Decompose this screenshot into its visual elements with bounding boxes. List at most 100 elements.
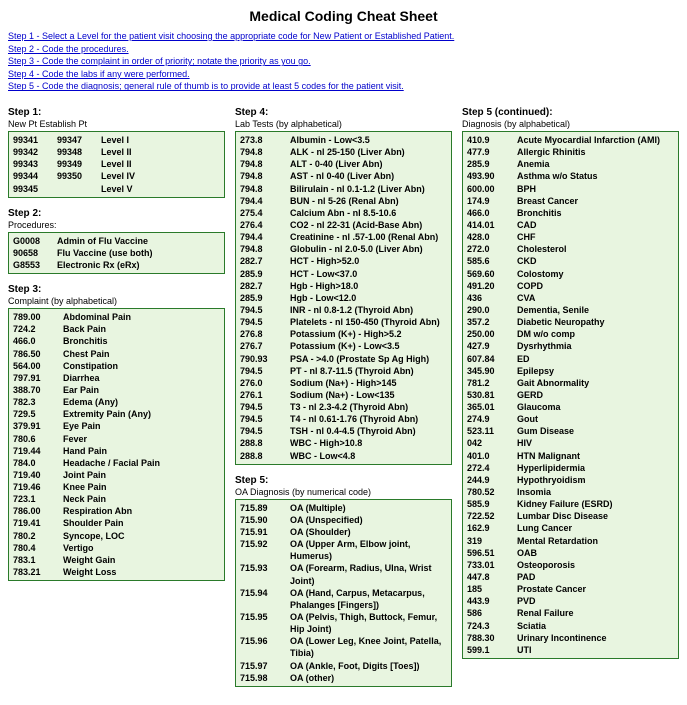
list-item: 99345Level V xyxy=(13,183,220,195)
step5b-sub: Diagnosis (by alphabetical) xyxy=(462,119,679,129)
step-link-3[interactable]: Step 3 - Code the complaint in order of … xyxy=(8,55,679,68)
step5a-box: 715.89OA (Multiple)715.90OA (Unspecified… xyxy=(235,499,452,687)
list-item: 715.93OA (Forearm, Radius, Ulna, Wrist J… xyxy=(240,562,447,586)
list-item: 719.40Joint Pain xyxy=(13,469,220,481)
step2-sub: Procedures: xyxy=(8,220,225,230)
list-item: 90658Flu Vaccine (use both) xyxy=(13,247,220,259)
steps-links: Step 1 - Select a Level for the patient … xyxy=(8,30,679,93)
step-link-2[interactable]: Step 2 - Code the procedures. xyxy=(8,43,679,56)
step5b-box: 410.9Acute Myocardial Infarction (AMI)47… xyxy=(462,131,679,659)
list-item: 794.5PT - nl 8.7-11.5 (Thyroid Abn) xyxy=(240,365,447,377)
list-item: 600.00BPH xyxy=(467,183,674,195)
list-item: 466.0Bronchitis xyxy=(13,335,220,347)
list-item: 794.8Globulin - nl 2.0-5.0 (Liver Abn) xyxy=(240,243,447,255)
list-item: 794.8Bilirulain - nl 0.1-1.2 (Liver Abn) xyxy=(240,183,447,195)
list-item: 250.00DM w/o comp xyxy=(467,328,674,340)
list-item: 401.0HTN Malignant xyxy=(467,450,674,462)
list-item: 9934199347Level I xyxy=(13,134,220,146)
list-item: 729.5Extremity Pain (Any) xyxy=(13,408,220,420)
list-item: 276.4CO2 - nl 22-31 (Acid-Base Abn) xyxy=(240,219,447,231)
list-item: 783.1Weight Gain xyxy=(13,554,220,566)
column-1: Step 1: New Pt Establish Pt 9934199347Le… xyxy=(8,103,225,697)
list-item: 427.9Dysrhythmia xyxy=(467,340,674,352)
step-link-4[interactable]: Step 4 - Code the labs if any were perfo… xyxy=(8,68,679,81)
list-item: 274.9Gout xyxy=(467,413,674,425)
list-item: 715.90OA (Unspecified) xyxy=(240,514,447,526)
list-item: 244.9Hypothryoidism xyxy=(467,474,674,486)
list-item: 185Prostate Cancer xyxy=(467,583,674,595)
step5a-head: Step 5: xyxy=(235,475,452,486)
list-item: 9934399349Level II xyxy=(13,158,220,170)
list-item: 794.8ALT - 0-40 (Liver Abn) xyxy=(240,158,447,170)
list-item: 585.6CKD xyxy=(467,255,674,267)
list-item: 715.95OA (Pelvis, Thigh, Buttock, Femur,… xyxy=(240,611,447,635)
list-item: 477.9Allergic Rhinitis xyxy=(467,146,674,158)
list-item: 715.96OA (Lower Leg, Knee Joint, Patella… xyxy=(240,635,447,659)
step3-box: 789.00Abdominal Pain724.2Back Pain466.0B… xyxy=(8,308,225,581)
list-item: 733.01Osteoporosis xyxy=(467,559,674,571)
step1-head: Step 1: xyxy=(8,107,225,118)
list-item: 282.7Hgb - High>18.0 xyxy=(240,280,447,292)
list-item: 780.6Fever xyxy=(13,433,220,445)
list-item: 365.01Glaucoma xyxy=(467,401,674,413)
list-item: 788.30Urinary Incontinence xyxy=(467,632,674,644)
list-item: 715.98OA (other) xyxy=(240,672,447,684)
list-item: 786.00Respiration Abn xyxy=(13,505,220,517)
list-item: 794.8ALK - nl 25-150 (Liver Abn) xyxy=(240,146,447,158)
list-item: 272.0Cholesterol xyxy=(467,243,674,255)
step-link-5[interactable]: Step 5 - Code the diagnosis; general rul… xyxy=(8,80,679,93)
list-item: 410.9Acute Myocardial Infarction (AMI) xyxy=(467,134,674,146)
list-item: 443.9PVD xyxy=(467,595,674,607)
list-item: 782.3Edema (Any) xyxy=(13,396,220,408)
step1-sub: New Pt Establish Pt xyxy=(8,119,225,129)
list-item: 585.9Kidney Failure (ESRD) xyxy=(467,498,674,510)
list-item: 9934499350Level IV xyxy=(13,170,220,182)
list-item: 569.60Colostomy xyxy=(467,268,674,280)
list-item: 715.94OA (Hand, Carpus, Metacarpus, Phal… xyxy=(240,587,447,611)
list-item: 780.2Syncope, LOC xyxy=(13,530,220,542)
list-item: 784.0Headache / Facial Pain xyxy=(13,457,220,469)
list-item: 789.00Abdominal Pain xyxy=(13,311,220,323)
step-link-1[interactable]: Step 1 - Select a Level for the patient … xyxy=(8,30,679,43)
list-item: 719.46Knee Pain xyxy=(13,481,220,493)
list-item: 715.92OA (Upper Arm, Elbow joint, Humeru… xyxy=(240,538,447,562)
list-item: G8553Electronic Rx (eRx) xyxy=(13,259,220,271)
list-item: 564.00Constipation xyxy=(13,360,220,372)
list-item: 780.52Insomia xyxy=(467,486,674,498)
list-item: 9934299348Level II xyxy=(13,146,220,158)
list-item: 724.2Back Pain xyxy=(13,323,220,335)
list-item: 290.0Dementia, Senile xyxy=(467,304,674,316)
list-item: 523.11Gum Disease xyxy=(467,425,674,437)
step5b-head: Step 5 (continued): xyxy=(462,107,679,118)
list-item: 723.1Neck Pain xyxy=(13,493,220,505)
list-item: 388.70Ear Pain xyxy=(13,384,220,396)
list-item: 285.9Anemia xyxy=(467,158,674,170)
column-2: Step 4: Lab Tests (by alphabetical) 273.… xyxy=(235,103,452,697)
list-item: 790.93PSA - >4.0 (Prostate Sp Ag High) xyxy=(240,353,447,365)
list-item: 466.0Bronchitis xyxy=(467,207,674,219)
list-item: 715.97OA (Ankle, Foot, Digits [Toes]) xyxy=(240,660,447,672)
list-item: 162.9Lung Cancer xyxy=(467,522,674,534)
step4-sub: Lab Tests (by alphabetical) xyxy=(235,119,452,129)
column-3: Step 5 (continued): Diagnosis (by alphab… xyxy=(462,103,679,697)
list-item: 272.4Hyperlipidermia xyxy=(467,462,674,474)
list-item: 794.5T4 - nl 0.61-1.76 (Thyroid Abn) xyxy=(240,413,447,425)
step4-head: Step 4: xyxy=(235,107,452,118)
list-item: 282.7HCT - High>52.0 xyxy=(240,255,447,267)
step3-sub: Complaint (by alphabetical) xyxy=(8,296,225,306)
list-item: 276.7Potassium (K+) - Low<3.5 xyxy=(240,340,447,352)
page-title: Medical Coding Cheat Sheet xyxy=(8,8,679,24)
list-item: 715.91OA (Shoulder) xyxy=(240,526,447,538)
list-item: 724.3Sciatia xyxy=(467,620,674,632)
list-item: 794.5Platelets - nl 150-450 (Thyroid Abn… xyxy=(240,316,447,328)
list-item: 596.51OAB xyxy=(467,547,674,559)
list-item: 783.21Weight Loss xyxy=(13,566,220,578)
list-item: 285.9Hgb - Low<12.0 xyxy=(240,292,447,304)
list-item: G0008Admin of Flu Vaccine xyxy=(13,235,220,247)
list-item: 491.20COPD xyxy=(467,280,674,292)
step2-head: Step 2: xyxy=(8,208,225,219)
list-item: 794.5T3 - nl 2.3-4.2 (Thyroid Abn) xyxy=(240,401,447,413)
list-item: 599.1UTI xyxy=(467,644,674,656)
list-item: 447.8PAD xyxy=(467,571,674,583)
list-item: 273.8Albumin - Low<3.5 xyxy=(240,134,447,146)
